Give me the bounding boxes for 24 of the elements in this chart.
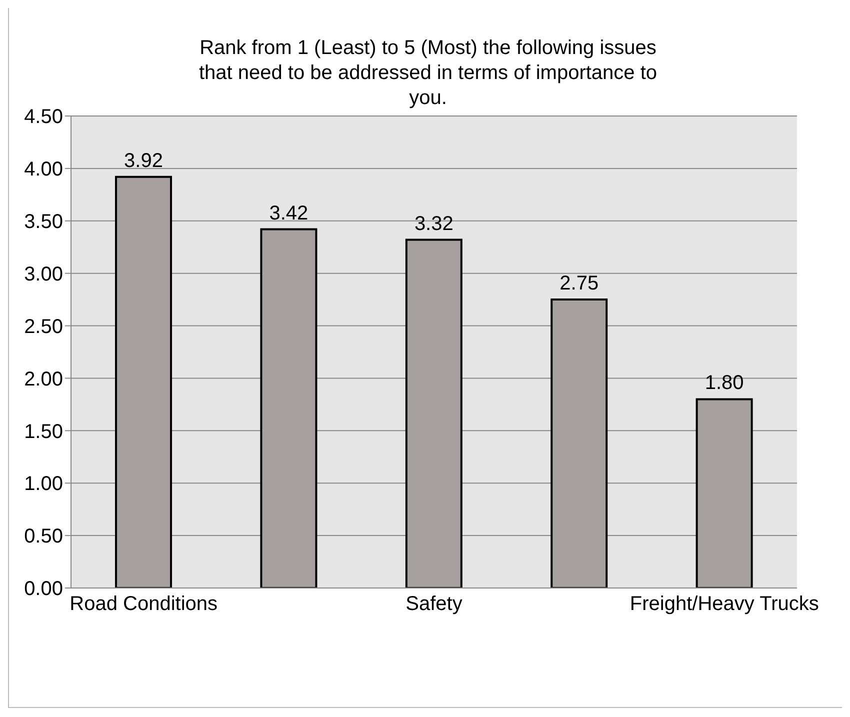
y-tick-label: 1.00 bbox=[24, 473, 63, 496]
x-tick-label: Safety bbox=[406, 593, 462, 616]
bar bbox=[260, 228, 318, 588]
bar bbox=[550, 298, 608, 588]
y-tick-label: 4.00 bbox=[24, 158, 63, 181]
y-tick-label: 2.50 bbox=[24, 316, 63, 338]
y-tick-label: 1.50 bbox=[24, 420, 63, 443]
y-tick-label: 3.50 bbox=[24, 210, 63, 233]
bar bbox=[696, 398, 753, 588]
x-tick-label: Road Conditions bbox=[70, 593, 218, 616]
data-label: 3.42 bbox=[269, 202, 308, 224]
data-label: 3.32 bbox=[414, 212, 454, 235]
data-label: 1.80 bbox=[704, 372, 744, 394]
y-tick-label: 2.00 bbox=[24, 368, 63, 390]
bar bbox=[405, 238, 462, 588]
data-label: 3.92 bbox=[124, 150, 163, 172]
data-label: 2.75 bbox=[560, 272, 599, 295]
y-tick-label: 3.00 bbox=[24, 263, 63, 286]
x-tick-label: Freight/Heavy Trucks bbox=[630, 593, 819, 616]
y-tick-label: 0.50 bbox=[24, 526, 63, 548]
y-tick-label: 4.50 bbox=[24, 106, 63, 128]
chart-title: Rank from 1 (Least) to 5 (Most) the following issues that need to be addressed in terms of importance to you. bbox=[198, 36, 658, 111]
bar bbox=[115, 176, 172, 588]
y-tick-label: 0.00 bbox=[24, 578, 63, 600]
